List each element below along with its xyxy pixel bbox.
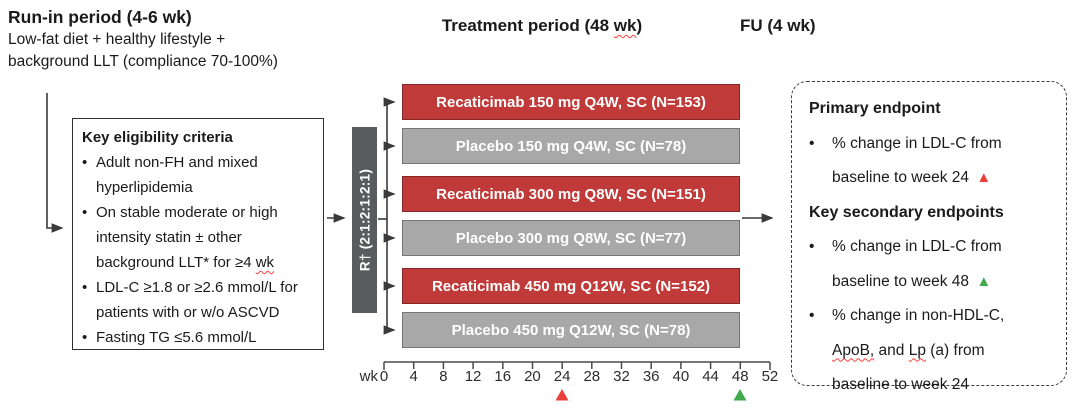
eligibility-item: • Adult non-FH and mixed hyperlipidemia bbox=[82, 150, 313, 200]
eligibility-box: Key eligibility criteria • Adult non-FH … bbox=[72, 118, 324, 350]
eligibility-item-text: LDL-C ≥1.8 or ≥2.6 mmol/L for patients w… bbox=[96, 279, 298, 321]
eligibility-item-text-segment: On stable moderate or high intensity sta… bbox=[96, 204, 278, 271]
endpoints-panel: Primary endpoint • % change in LDL-C fro… bbox=[791, 81, 1067, 393]
primary-endpoint-text: % change in LDL-C from baseline to week … bbox=[832, 127, 1037, 196]
endpoint-spellcheck-word: Lp bbox=[908, 341, 926, 359]
secondary-endpoint-item: • % change in LDL-C from baseline to wee… bbox=[809, 230, 1052, 299]
week48-assessment-triangle bbox=[733, 389, 747, 401]
week24-marker-glyph: ▲ bbox=[976, 169, 992, 186]
secondary-endpoint-text: % change in LDL-C from baseline to week … bbox=[832, 230, 1037, 299]
key-secondary-endpoints-title: Key secondary endpoints bbox=[809, 203, 1004, 221]
eligibility-item: • LDL-C ≥1.8 or ≥2.6 mmol/L for patients… bbox=[82, 275, 313, 325]
randomization-box: R† (2:1:2:1:2:1) bbox=[352, 127, 377, 313]
treatment-title-close: ) bbox=[636, 16, 643, 35]
eligibility-item-text: Adult non-FH and mixed hyperlipidemia bbox=[96, 154, 258, 196]
eligibility-item: • Fasting TG ≤5.6 mmol/L bbox=[82, 325, 313, 350]
bullet-dot: • bbox=[809, 134, 815, 152]
treatment-title-spellcheck-word: wk bbox=[613, 16, 637, 35]
bullet-dot: • bbox=[82, 279, 88, 296]
eligibility-item-text: On stable moderate or high intensity sta… bbox=[96, 200, 313, 275]
primary-endpoint-item: • % change in LDL-C from baseline to wee… bbox=[809, 127, 1052, 196]
bullet-dot: • bbox=[82, 154, 88, 171]
eligibility-spellcheck-word: wk bbox=[255, 254, 275, 271]
randomization-ratio-label: R† (2:1:2:1:2:1) bbox=[357, 168, 372, 272]
treatment-arm-bar-recaticimab-450: Recaticimab 450 mg Q12W, SC (N=152) bbox=[402, 268, 740, 304]
endpoint-text-segment: % change in non-HDL-C, bbox=[832, 307, 1005, 324]
runin-subtitle-line2: background LLT (compliance 70-100%) bbox=[8, 53, 278, 70]
bullet-dot: • bbox=[809, 307, 815, 324]
treatment-arm-bar-placebo-300: Placebo 300 mg Q8W, SC (N=77) bbox=[402, 220, 740, 256]
bullet-dot: • bbox=[82, 329, 88, 346]
eligibility-item-text: Fasting TG ≤5.6 mmol/L bbox=[96, 329, 257, 346]
week-axis-unit-label: wk bbox=[359, 368, 378, 385]
bullet-dot: • bbox=[82, 204, 88, 221]
treatment-arm-bar-placebo-150: Placebo 150 mg Q4W, SC (N=78) bbox=[402, 128, 740, 164]
runin-to-eligibility-arrow bbox=[46, 93, 64, 233]
treatment-period-title: Treatment period (48 wk) bbox=[402, 16, 682, 36]
eligibility-item: • On stable moderate or high intensity s… bbox=[82, 200, 313, 275]
endpoint-text-segment: % change in LDL-C from baseline to week … bbox=[832, 134, 1002, 187]
week48-marker-glyph: ▲ bbox=[976, 272, 992, 290]
endpoint-text-segment: % change in LDL-C from baseline to week … bbox=[832, 238, 1002, 290]
secondary-endpoint-text: % change in non-HDL-C, ApoB, and Lp (a) … bbox=[832, 299, 1037, 403]
treatment-arm-bar-placebo-450: Placebo 450 mg Q12W, SC (N=78) bbox=[402, 312, 740, 348]
treatment-arm-bar-recaticimab-300: Recaticimab 300 mg Q8W, SC (N=151) bbox=[402, 176, 740, 212]
fu-period-title: FU (4 wk) bbox=[740, 16, 816, 35]
treatment-arm-bar-recaticimab-150: Recaticimab 150 mg Q4W, SC (N=153) bbox=[402, 84, 740, 120]
runin-period-title: Run-in period (4-6 wk) bbox=[8, 7, 192, 27]
randomization-branch-lines bbox=[378, 97, 396, 335]
week-axis-labels: 0 4 8 12 16 20 24 28 32 36 40 44 48 52 bbox=[379, 368, 779, 385]
eligibility-title: Key eligibility criteria bbox=[82, 129, 233, 146]
endpoint-text-segment: (a) from baseline to week 24 bbox=[832, 341, 985, 394]
runin-subtitle-line1: Low-fat diet + healthy lifestyle + bbox=[8, 31, 226, 48]
week24-assessment-triangle bbox=[555, 389, 569, 401]
bullet-dot: • bbox=[809, 238, 815, 255]
endpoint-text-segment: and bbox=[874, 341, 909, 359]
primary-endpoint-title: Primary endpoint bbox=[809, 100, 941, 117]
endpoint-spellcheck-word: ApoB, bbox=[832, 341, 875, 359]
secondary-endpoint-item: • % change in non-HDL-C, ApoB, and Lp (a… bbox=[809, 299, 1052, 403]
treatment-title-text: Treatment period (48 bbox=[441, 16, 614, 35]
